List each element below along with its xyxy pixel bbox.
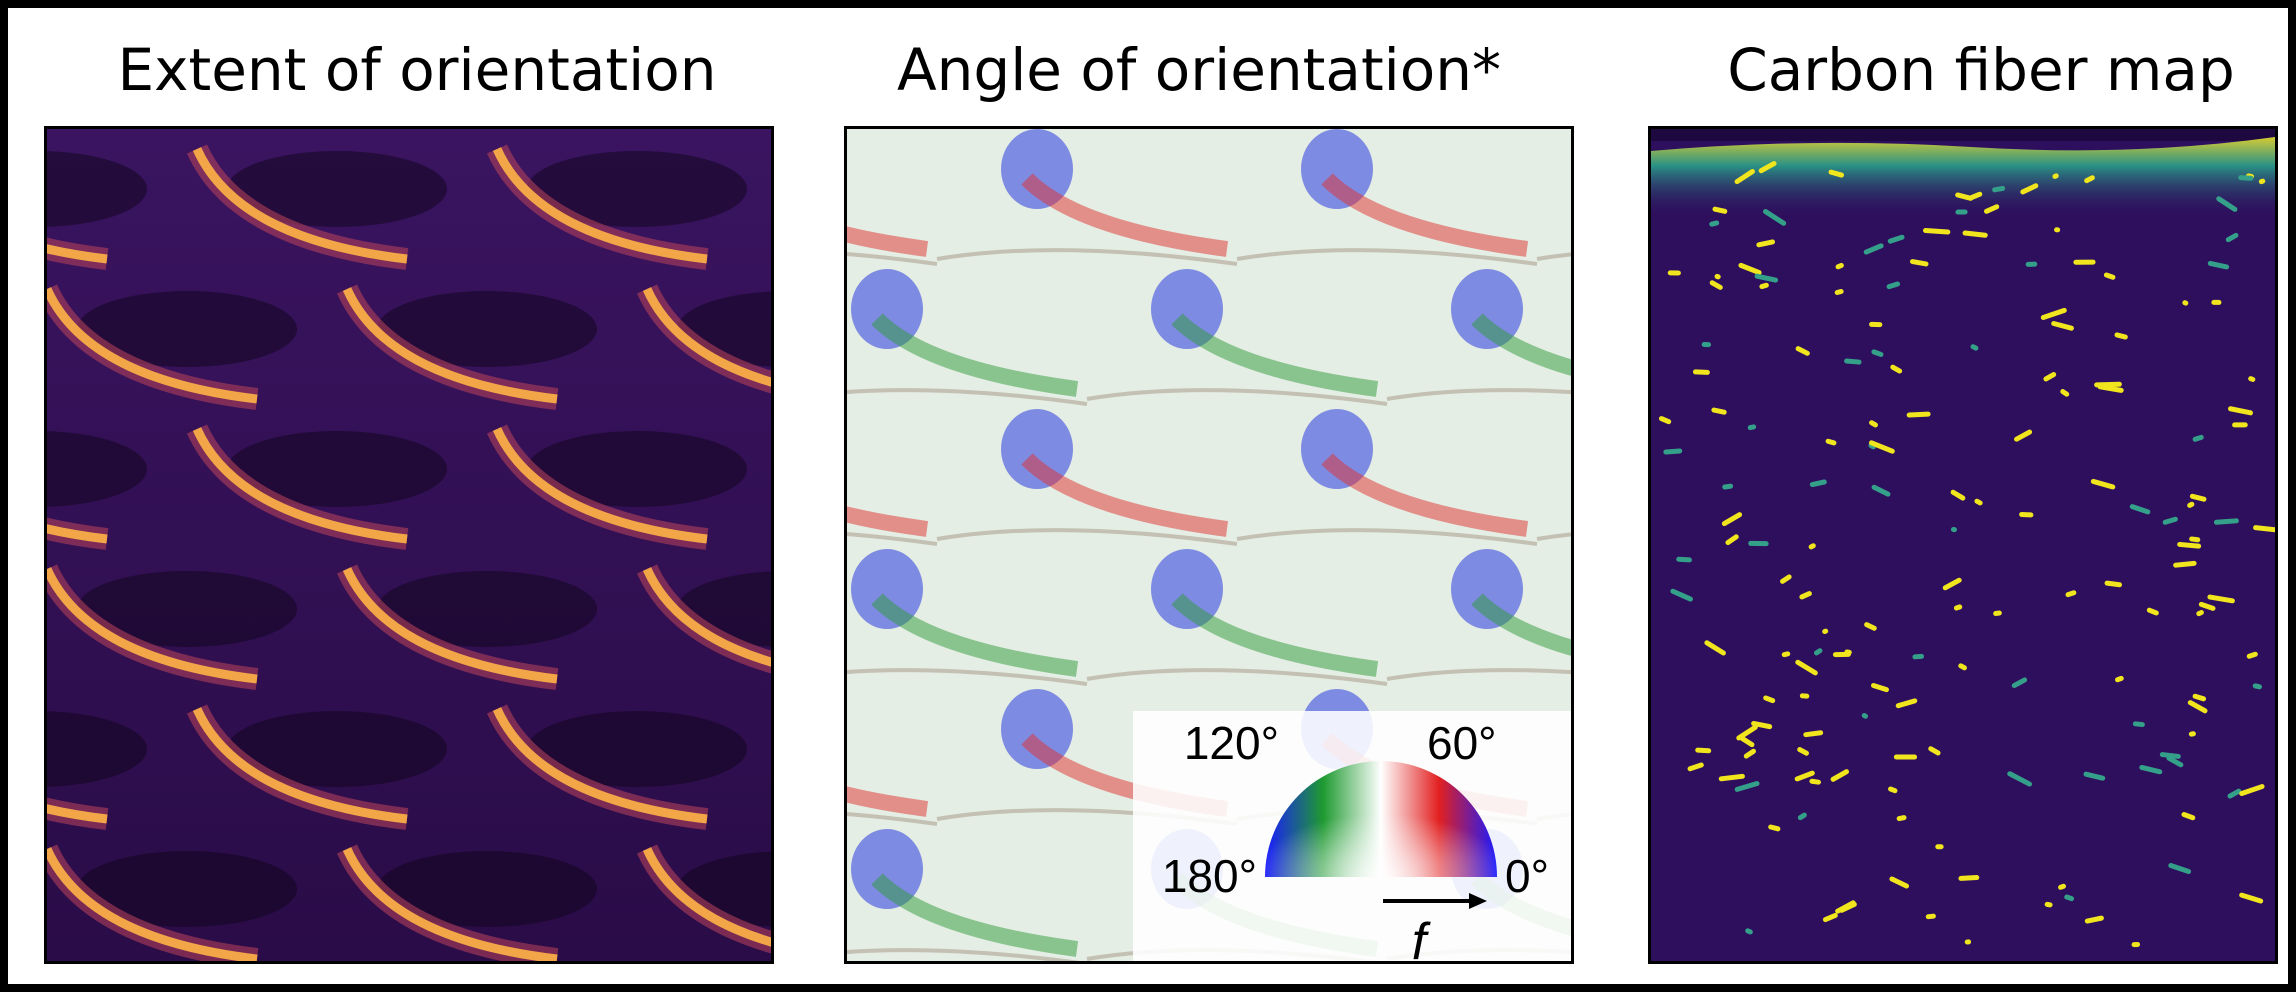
panel-title-angle: Angle of orientation*: [896, 36, 1502, 104]
panel-title-extent: Extent of orientation: [117, 36, 717, 104]
legend-label-180: 180°: [1162, 850, 1257, 902]
legend-label-60: 60°: [1427, 717, 1497, 769]
angle-map-svg: 120° 60° 180° 0° f: [847, 129, 1571, 961]
legend-arrow-label: f: [1412, 913, 1431, 961]
carbon-fibers: [1658, 161, 2275, 948]
panel-title-carbon: Carbon fiber map: [1727, 36, 2235, 104]
carbon-fiber-map-image: [1648, 126, 2278, 964]
extent-streaks: [47, 144, 771, 961]
legend-label-0: 0°: [1505, 850, 1549, 902]
legend-label-120: 120°: [1184, 717, 1279, 769]
extent-of-orientation-image: [44, 126, 774, 964]
angle-of-orientation-image: 120° 60° 180° 0° f: [844, 126, 1574, 964]
carbon-map-svg: [1651, 129, 2275, 961]
extent-map-svg: [47, 129, 771, 961]
angle-colorwheel-legend: 120° 60° 180° 0° f: [1133, 711, 1571, 961]
